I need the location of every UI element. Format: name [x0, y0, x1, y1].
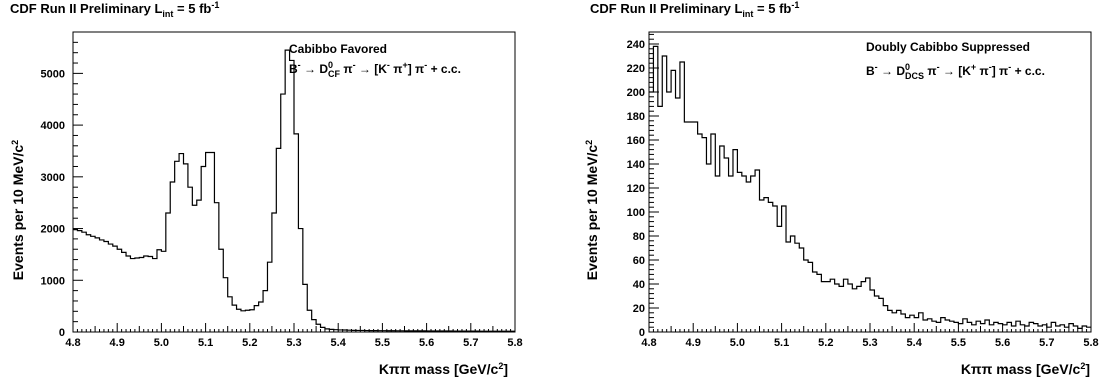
right-y-tick-label: 80	[633, 231, 645, 243]
right-x-tick-label: 4.9	[686, 337, 701, 349]
left-legend-title: Cabibbo Favored	[289, 42, 387, 56]
right-y-tick-label: 60	[633, 255, 645, 267]
panel-cabibbo-favored: CDF Run II Preliminary Lint = 5 fb-1 Eve…	[10, 0, 508, 377]
left-y-axis-label: Events per 10 MeV/c2	[10, 140, 26, 280]
left-x-axis-label: Kππ mass [GeV/c2]	[379, 361, 508, 377]
right-x-tick-label: 5.7	[1039, 337, 1054, 349]
right-y-tick-label: 200	[627, 87, 645, 99]
left-y-tick-label: 0	[59, 327, 65, 339]
right-y-tick-label: 180	[627, 111, 645, 123]
right-x-tick-label: 5.0	[730, 337, 745, 349]
left-legend: Cabibbo Favored B- → D0 CF π- → [K- π+] π…	[289, 42, 461, 79]
right-x-tick-label: 5.3	[862, 337, 877, 349]
left-y-tick-label: 5000	[41, 68, 65, 80]
right-y-tick-label: 20	[633, 303, 645, 315]
left-x-tick-label: 5.3	[286, 337, 301, 349]
right-x-tick-label: 5.5	[951, 337, 966, 349]
left-x-tick-label: 4.8	[65, 337, 80, 349]
left-y-tick-label: 3000	[41, 172, 65, 184]
right-x-tick-label: 5.2	[818, 337, 833, 349]
right-x-tick-label: 4.8	[641, 337, 656, 349]
left-y-tick-label: 2000	[41, 224, 65, 236]
right-title: CDF Run II Preliminary Lint = 5 fb-1	[590, 0, 799, 19]
right-x-axis-label: Kππ mass [GeV/c2]	[961, 361, 1090, 377]
left-histogram-series	[73, 49, 515, 332]
left-y-tick-label: 4000	[41, 120, 65, 132]
left-x-tick-label: 5.1	[198, 337, 213, 349]
right-y-axis-label: Events per 10 MeV/c2	[584, 140, 600, 280]
right-histogram-series	[649, 45, 1091, 329]
right-y-tick-label: 40	[633, 279, 645, 291]
right-legend-title: Doubly Cabibbo Suppressed	[866, 40, 1030, 54]
right-y-tick-label: 120	[627, 183, 645, 195]
right-y-tick-label: 160	[627, 135, 645, 147]
right-x-tick-label: 5.8	[1083, 337, 1098, 349]
left-plot-area: 4.8 4.9 5.0 5.1 5.2 5.3 5.4 5.5 5.6 5.7 5.8 0 1000 20…	[41, 31, 523, 349]
left-x-tick-label: 5.0	[154, 337, 169, 349]
left-x-tick-label: 5.7	[463, 337, 478, 349]
panel-doubly-cabibbo-suppressed: CDF Run II Preliminary Lint = 5 fb-1 Eve…	[584, 0, 1090, 377]
left-x-tick-label: 5.4	[331, 337, 347, 349]
right-y-tick-label: 140	[627, 159, 645, 171]
right-y-tick-label: 0	[639, 327, 645, 339]
left-x-tick-label: 4.9	[110, 337, 125, 349]
right-x-tick-label: 5.1	[774, 337, 789, 349]
right-y-tick-label: 240	[627, 39, 645, 51]
left-x-tick-label: 5.2	[242, 337, 257, 349]
right-y-tick-label: 100	[627, 207, 645, 219]
right-x-tick-label: 5.4	[907, 337, 923, 349]
left-legend-decay: B- → D0 CF π- → [K- π+] π- + c.c.	[289, 60, 461, 79]
right-plot-area: 4.8 4.9 5.0 5.1 5.2 5.3 5.4 5.5 5.6 5.7 5.8 0 20 40 60…	[627, 31, 1099, 349]
left-y-tick-label: 1000	[41, 275, 65, 287]
right-y-tick-label: 220	[627, 63, 645, 75]
right-legend-decay: B- → D0 DCS π- → [K+ π-] π- + c.c.	[866, 62, 1045, 81]
left-x-tick-label: 5.8	[507, 337, 522, 349]
left-x-tick-label: 5.6	[419, 337, 434, 349]
right-legend: Doubly Cabibbo Suppressed B- → D0 DCS π- …	[866, 40, 1045, 81]
right-x-tick-label: 5.6	[995, 337, 1010, 349]
left-title: CDF Run II Preliminary Lint = 5 fb-1	[10, 0, 219, 19]
left-x-tick-label: 5.5	[375, 337, 390, 349]
